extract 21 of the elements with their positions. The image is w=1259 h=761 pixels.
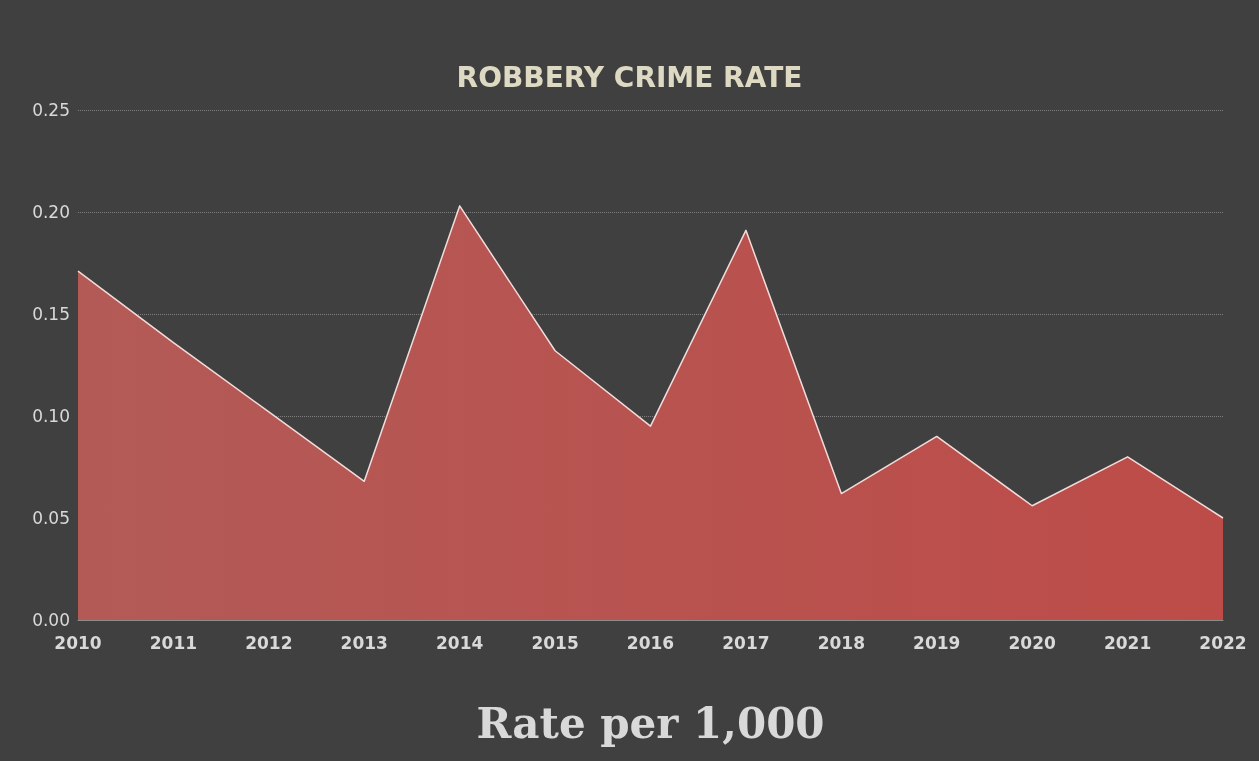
y-tick-label: 0.00 <box>32 610 70 630</box>
x-tick-label: 2016 <box>626 632 675 653</box>
y-tick-label: 0.15 <box>32 304 70 324</box>
x-tick-label: 2013 <box>340 632 388 653</box>
x-tick-label: 2011 <box>149 632 198 653</box>
x-tick-label: 2014 <box>436 632 484 653</box>
y-tick-label: 0.20 <box>32 202 70 222</box>
x-tick-label: 2012 <box>245 632 293 653</box>
y-tick-label: 0.05 <box>32 508 70 528</box>
y-tick-label: 0.25 <box>32 100 70 120</box>
x-tick-label: 2022 <box>1199 632 1247 653</box>
x-axis-title: Rate per 1,000 <box>476 698 825 748</box>
x-tick-label: 2015 <box>531 632 579 653</box>
x-tick-label: 2017 <box>722 632 770 653</box>
x-tick-label: 2021 <box>1103 632 1152 653</box>
x-tick-label: 2010 <box>54 632 102 653</box>
chart-title: ROBBERY CRIME RATE <box>456 60 803 94</box>
x-tick-label: 2018 <box>817 632 865 653</box>
y-tick-label: 0.10 <box>32 406 70 426</box>
x-tick-label: 2019 <box>913 632 961 653</box>
x-tick-label: 2020 <box>1008 632 1056 653</box>
